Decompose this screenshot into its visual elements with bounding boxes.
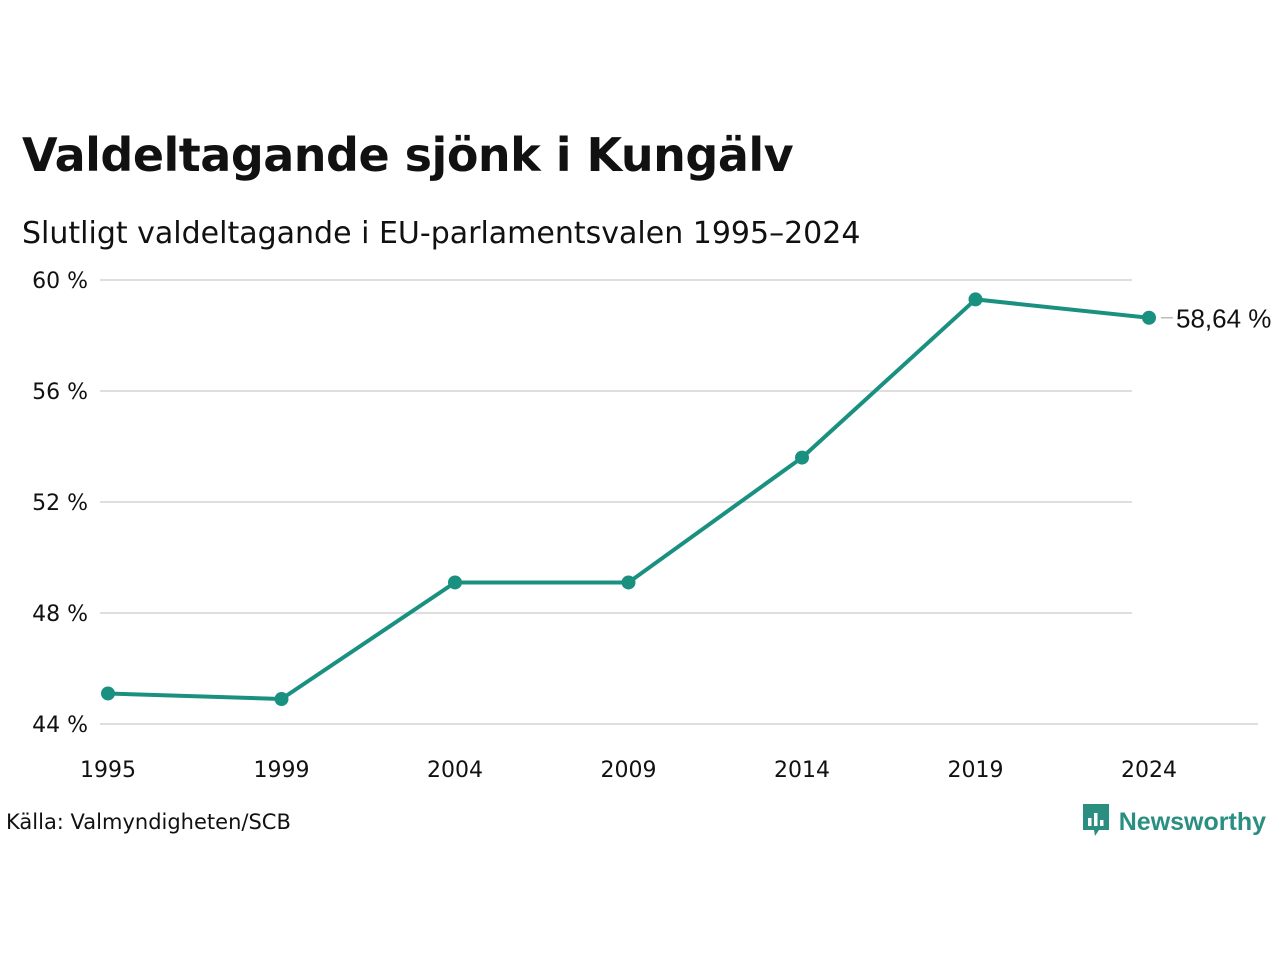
x-axis-ticks: 1995 1999 2004 2009 2014 2019 2024 — [80, 758, 1177, 783]
source-note: Källa: Valmyndigheten/SCB — [6, 810, 291, 834]
end-value-label: 58,64 % — [1176, 304, 1271, 334]
brand-logo: Newsworthy — [1081, 802, 1266, 842]
data-points — [101, 292, 1156, 707]
data-point — [1142, 310, 1156, 325]
data-point — [101, 686, 115, 701]
y-tick-label: 48 % — [32, 602, 88, 627]
gridlines — [100, 279, 1258, 725]
data-point — [621, 575, 636, 590]
x-tick-label: 1999 — [254, 758, 310, 783]
y-axis-ticks: 60 % 56 % 52 % 48 % 44 % — [32, 269, 88, 738]
brand-name: Newsworthy — [1118, 807, 1266, 836]
x-tick-label: 2004 — [427, 758, 483, 783]
x-tick-label: 2014 — [774, 758, 830, 783]
x-tick-label: 2009 — [601, 758, 657, 783]
x-tick-label: 2019 — [948, 758, 1004, 783]
end-label-group: 58,64 % — [1161, 304, 1271, 334]
x-tick-label: 2024 — [1121, 758, 1177, 783]
chart-title: Valdeltagande sjönk i Kungälv — [22, 128, 794, 182]
series-line — [106, 297, 1151, 702]
y-tick-label: 60 % — [32, 269, 88, 294]
x-tick-label: 1995 — [80, 758, 136, 783]
data-point — [795, 450, 809, 465]
data-point — [448, 575, 462, 590]
data-point — [274, 692, 289, 707]
chart-subtitle: Slutligt valdeltagande i EU-parlamentsva… — [22, 216, 861, 251]
newsworthy-logo-icon — [1081, 802, 1111, 842]
series-line-layer — [106, 297, 1151, 702]
y-tick-label: 52 % — [32, 491, 88, 516]
y-tick-label: 56 % — [32, 380, 88, 405]
data-point — [968, 292, 983, 307]
y-tick-label: 44 % — [32, 713, 88, 738]
